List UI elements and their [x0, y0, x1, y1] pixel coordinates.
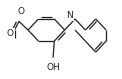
Text: OH: OH [46, 63, 60, 72]
Text: N: N [66, 11, 73, 20]
Text: O: O [18, 7, 25, 16]
Text: O: O [7, 29, 14, 38]
